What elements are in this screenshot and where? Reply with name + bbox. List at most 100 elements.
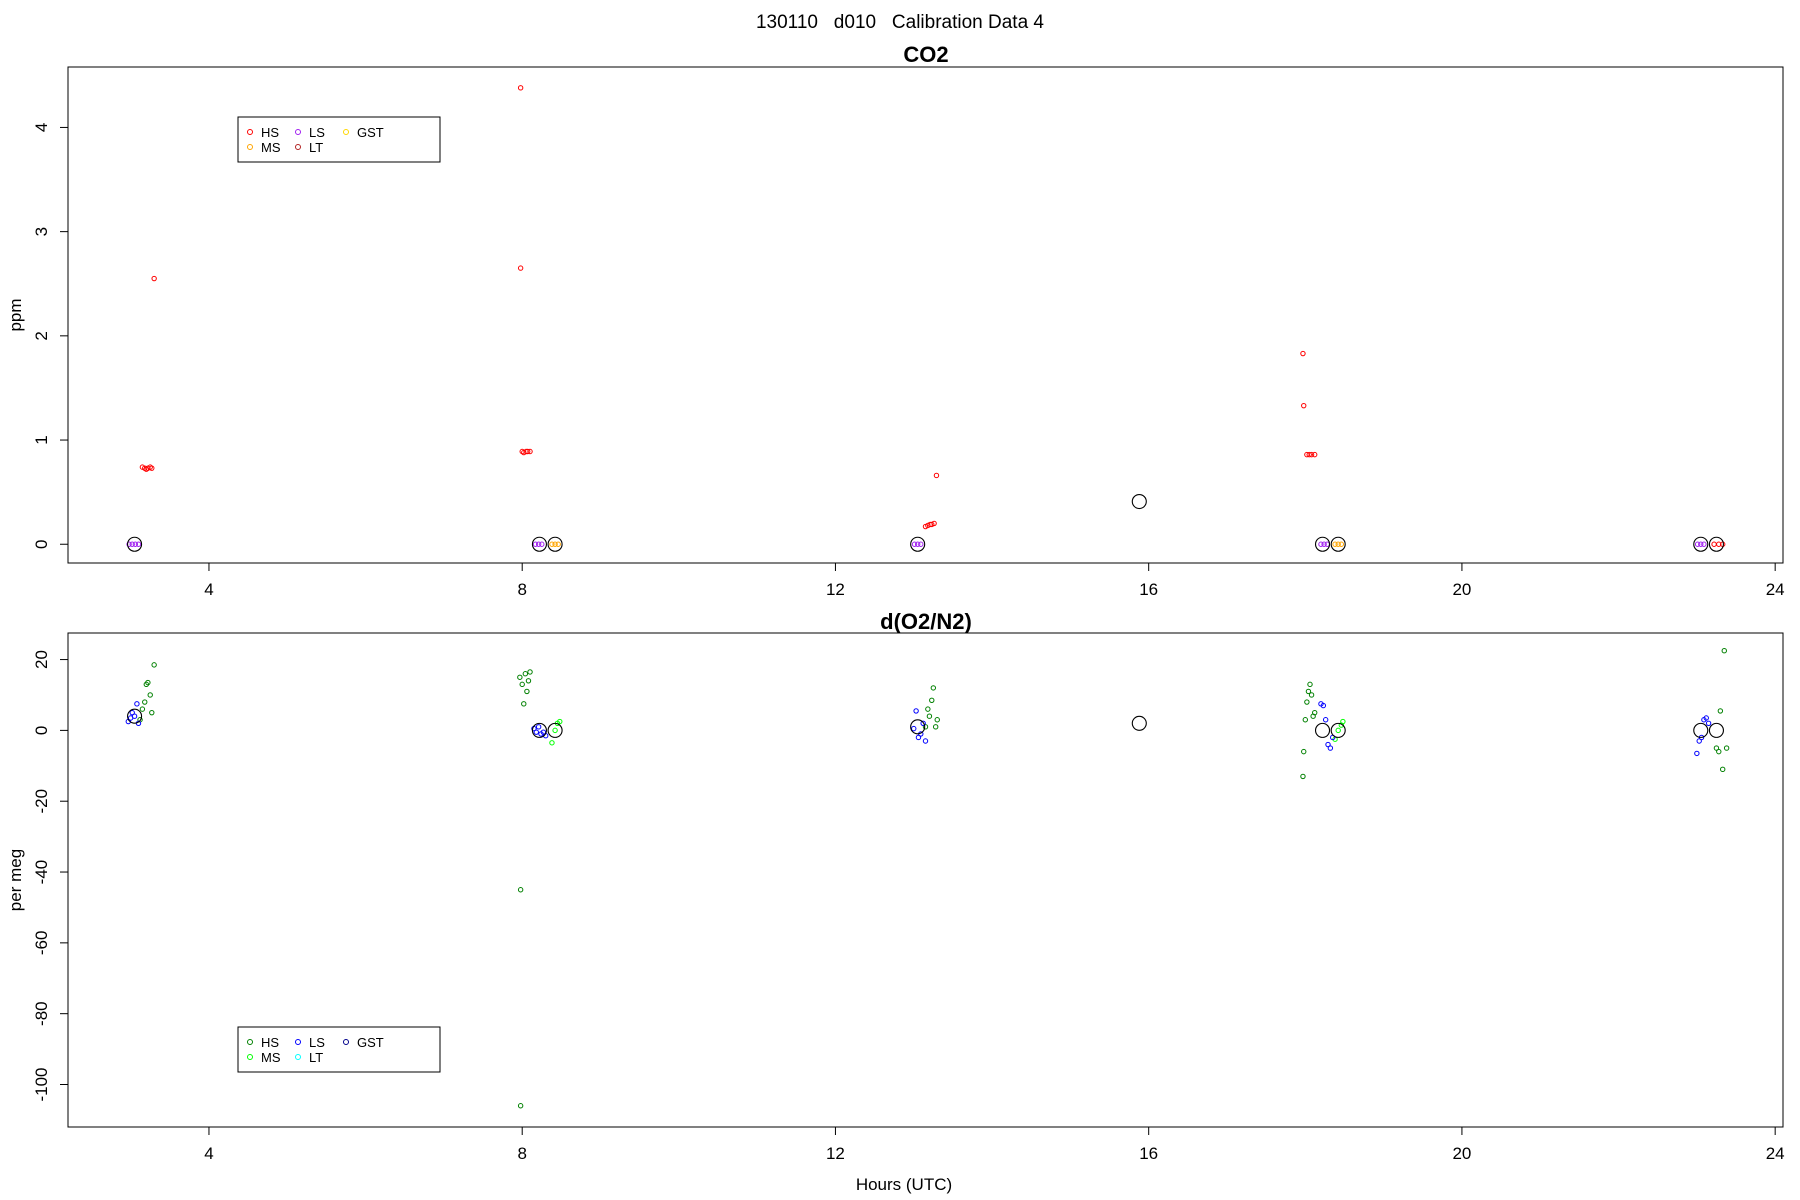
mean-point xyxy=(127,536,143,552)
data-point xyxy=(151,275,157,282)
data-point xyxy=(517,1103,524,1109)
data-point xyxy=(1300,773,1306,780)
data-point xyxy=(931,520,937,527)
data-point xyxy=(1302,717,1309,723)
x-tick-label: 4 xyxy=(204,1144,213,1163)
data-point xyxy=(139,706,146,712)
data-point xyxy=(1304,699,1310,705)
mean-point xyxy=(547,722,563,738)
mean-point xyxy=(1131,493,1147,510)
x-tick-label: 16 xyxy=(1139,580,1158,599)
y-axis-label: per meg xyxy=(6,849,25,911)
mean-point xyxy=(1693,722,1709,738)
data-point xyxy=(1705,720,1712,727)
legend-label: LT xyxy=(309,1050,323,1065)
data-point xyxy=(1720,766,1726,773)
data-point xyxy=(527,669,533,675)
data-point xyxy=(535,724,542,730)
data-point xyxy=(129,709,135,716)
mean-point xyxy=(910,536,926,552)
plot-title: d(O2/N2) xyxy=(880,609,972,634)
x-tick-label: 20 xyxy=(1452,1144,1471,1163)
data-point xyxy=(517,265,524,271)
data-point xyxy=(549,541,555,547)
data-point xyxy=(517,85,524,91)
legend-marker xyxy=(343,1039,349,1045)
plot-frame xyxy=(67,632,1784,1128)
y-tick-label: -20 xyxy=(32,789,51,814)
legend-label: MS xyxy=(261,1050,281,1065)
data-point xyxy=(149,709,155,716)
data-point xyxy=(1335,541,1341,547)
data-point xyxy=(920,720,926,727)
data-point xyxy=(1717,708,1724,714)
data-point xyxy=(524,688,530,695)
data-point xyxy=(1694,541,1701,547)
data-point xyxy=(1713,745,1720,751)
data-point xyxy=(926,713,933,719)
data-point xyxy=(132,541,139,547)
data-point xyxy=(126,541,132,547)
x-ticks: 4 8 12 16 20 24 xyxy=(204,1127,1785,1163)
data-point xyxy=(533,729,539,735)
x-tick-label: 4 xyxy=(204,580,213,599)
data-point xyxy=(922,724,929,730)
data-point xyxy=(131,713,138,719)
data-point xyxy=(1306,451,1312,458)
data-point xyxy=(1716,748,1722,755)
legend-marker xyxy=(295,144,301,150)
mean-point xyxy=(1330,722,1346,738)
data-point xyxy=(1308,692,1315,698)
data-point xyxy=(145,679,151,686)
legend-label: LS xyxy=(309,1035,325,1050)
data-point xyxy=(552,541,558,547)
data-point xyxy=(1711,541,1717,547)
y-tick-label: 3 xyxy=(32,227,51,236)
x-ticks: 4 8 12 16 20 24 xyxy=(204,563,1785,599)
y-tick-label: -80 xyxy=(32,1001,51,1026)
y-tick-label: 0 xyxy=(32,540,51,549)
data-point xyxy=(932,724,939,730)
x-tick-label: 12 xyxy=(826,1144,845,1163)
data-point xyxy=(1312,709,1318,716)
mean-point xyxy=(1314,536,1331,552)
y-tick-label: 20 xyxy=(32,650,51,669)
mean-point xyxy=(1131,715,1147,731)
y-tick-label: 1 xyxy=(32,435,51,444)
legend-marker xyxy=(295,1054,301,1060)
data-point xyxy=(1321,541,1327,547)
legend-label: GST xyxy=(357,1035,384,1050)
mean-point xyxy=(1330,536,1346,552)
data-point xyxy=(913,708,919,714)
data-point xyxy=(1318,541,1324,547)
data-point xyxy=(929,697,935,703)
legend-marker xyxy=(295,129,301,135)
data-point xyxy=(1300,350,1306,357)
legend-box xyxy=(237,1026,441,1073)
data-point xyxy=(915,734,922,741)
legend-marker xyxy=(343,129,349,135)
legend-marker xyxy=(247,1039,253,1045)
x-tick-label: 16 xyxy=(1139,1144,1158,1163)
data-point xyxy=(1701,541,1707,547)
legend-label: LS xyxy=(309,125,325,140)
x-tick-label: 20 xyxy=(1452,580,1471,599)
data-point xyxy=(151,662,157,668)
data-point xyxy=(555,541,561,547)
y-tick-label: 2 xyxy=(32,331,51,340)
data-point xyxy=(1696,738,1702,744)
mean-point xyxy=(127,708,143,724)
data-point xyxy=(539,541,545,547)
data-point xyxy=(1312,451,1318,458)
y-ticks: 20 0 -20 -40 -60 -80 -100 xyxy=(32,650,68,1102)
data-point xyxy=(934,717,940,723)
data-point xyxy=(1698,541,1704,547)
data-point xyxy=(918,541,924,547)
data-point xyxy=(149,465,155,471)
data-point xyxy=(532,541,539,547)
data-point xyxy=(557,718,563,725)
data-point xyxy=(142,699,148,705)
y-axis-label: ppm xyxy=(6,298,25,331)
